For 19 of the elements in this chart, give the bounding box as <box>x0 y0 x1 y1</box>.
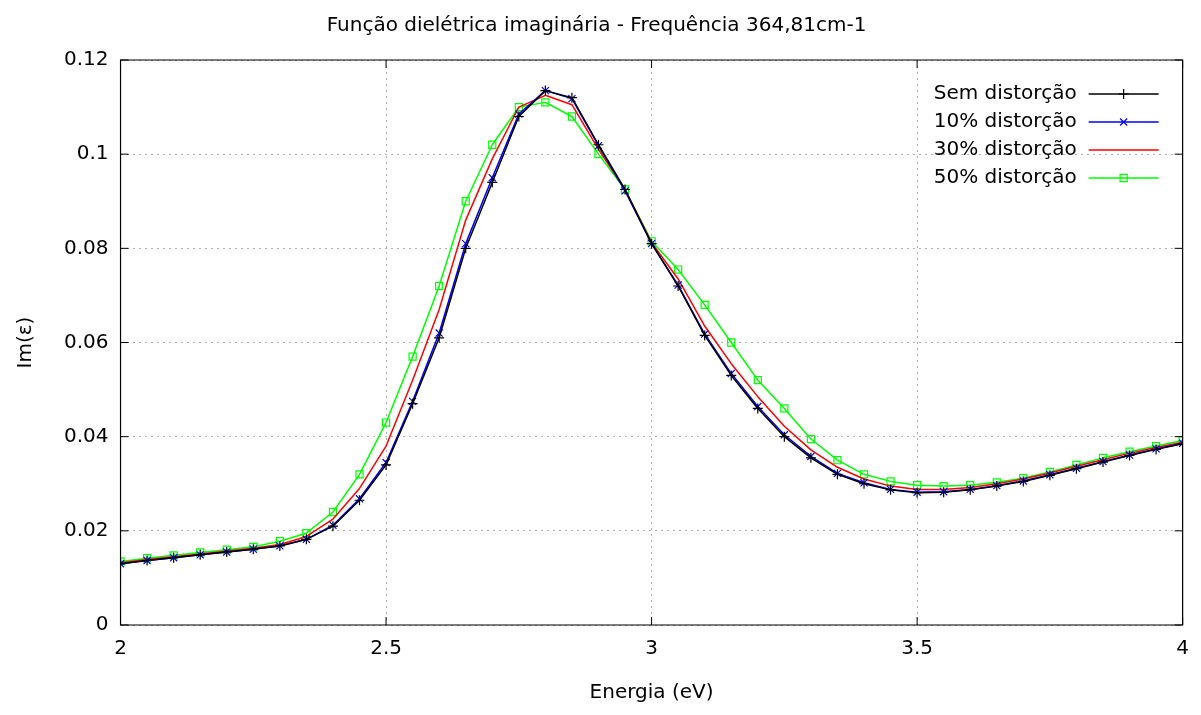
legend-label: 50% distorção <box>933 164 1077 189</box>
x-tick-label: 4 <box>1176 635 1189 660</box>
y-tick-label: 0.04 <box>64 422 109 447</box>
legend-label: 30% distorção <box>933 136 1077 161</box>
y-tick-label: 0.1 <box>76 140 109 165</box>
y-tick-label: 0.12 <box>64 46 109 71</box>
x-axis-title: Energia (eV) <box>589 679 714 704</box>
legend-label: Sem distorção <box>933 80 1077 105</box>
chart-title: Função dielétrica imaginária - Frequência 364,81cm-1 <box>326 12 867 37</box>
x-tick-label: 3 <box>645 635 658 660</box>
y-tick-label: 0 <box>95 611 109 636</box>
x-tick-label: 2.5 <box>370 635 402 660</box>
y-tick-label: 0.02 <box>64 517 109 542</box>
x-tick-label: 2 <box>114 635 127 660</box>
y-tick-label: 0.06 <box>64 328 109 353</box>
y-axis-title: Im(ε) <box>12 316 37 369</box>
legend-label: 10% distorção <box>933 108 1077 133</box>
y-tick-label: 0.08 <box>64 234 109 259</box>
x-tick-label: 3.5 <box>901 635 934 660</box>
